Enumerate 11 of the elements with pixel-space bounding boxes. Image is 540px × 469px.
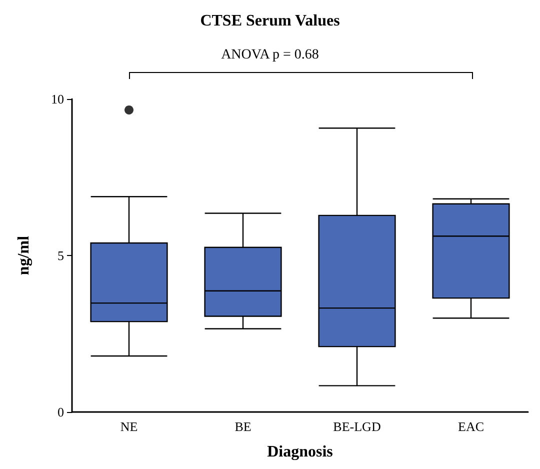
y-axis-title: ng/ml <box>16 235 32 276</box>
x-axis-title: Diagnosis <box>267 444 333 460</box>
x-tick-label: BE <box>234 419 252 434</box>
x-tick-label: BE-LGD <box>333 419 381 434</box>
x-tick-label: NE <box>120 419 138 434</box>
y-tick-label: 0 <box>58 404 64 420</box>
x-tick-label: EAC <box>458 419 484 434</box>
y-tick-label: 10 <box>51 92 64 106</box>
chart-title: CTSE Serum Values <box>200 12 340 30</box>
text: ANOVA p = 0.68 <box>221 48 319 62</box>
y-tick-label: 5 <box>58 248 64 263</box>
